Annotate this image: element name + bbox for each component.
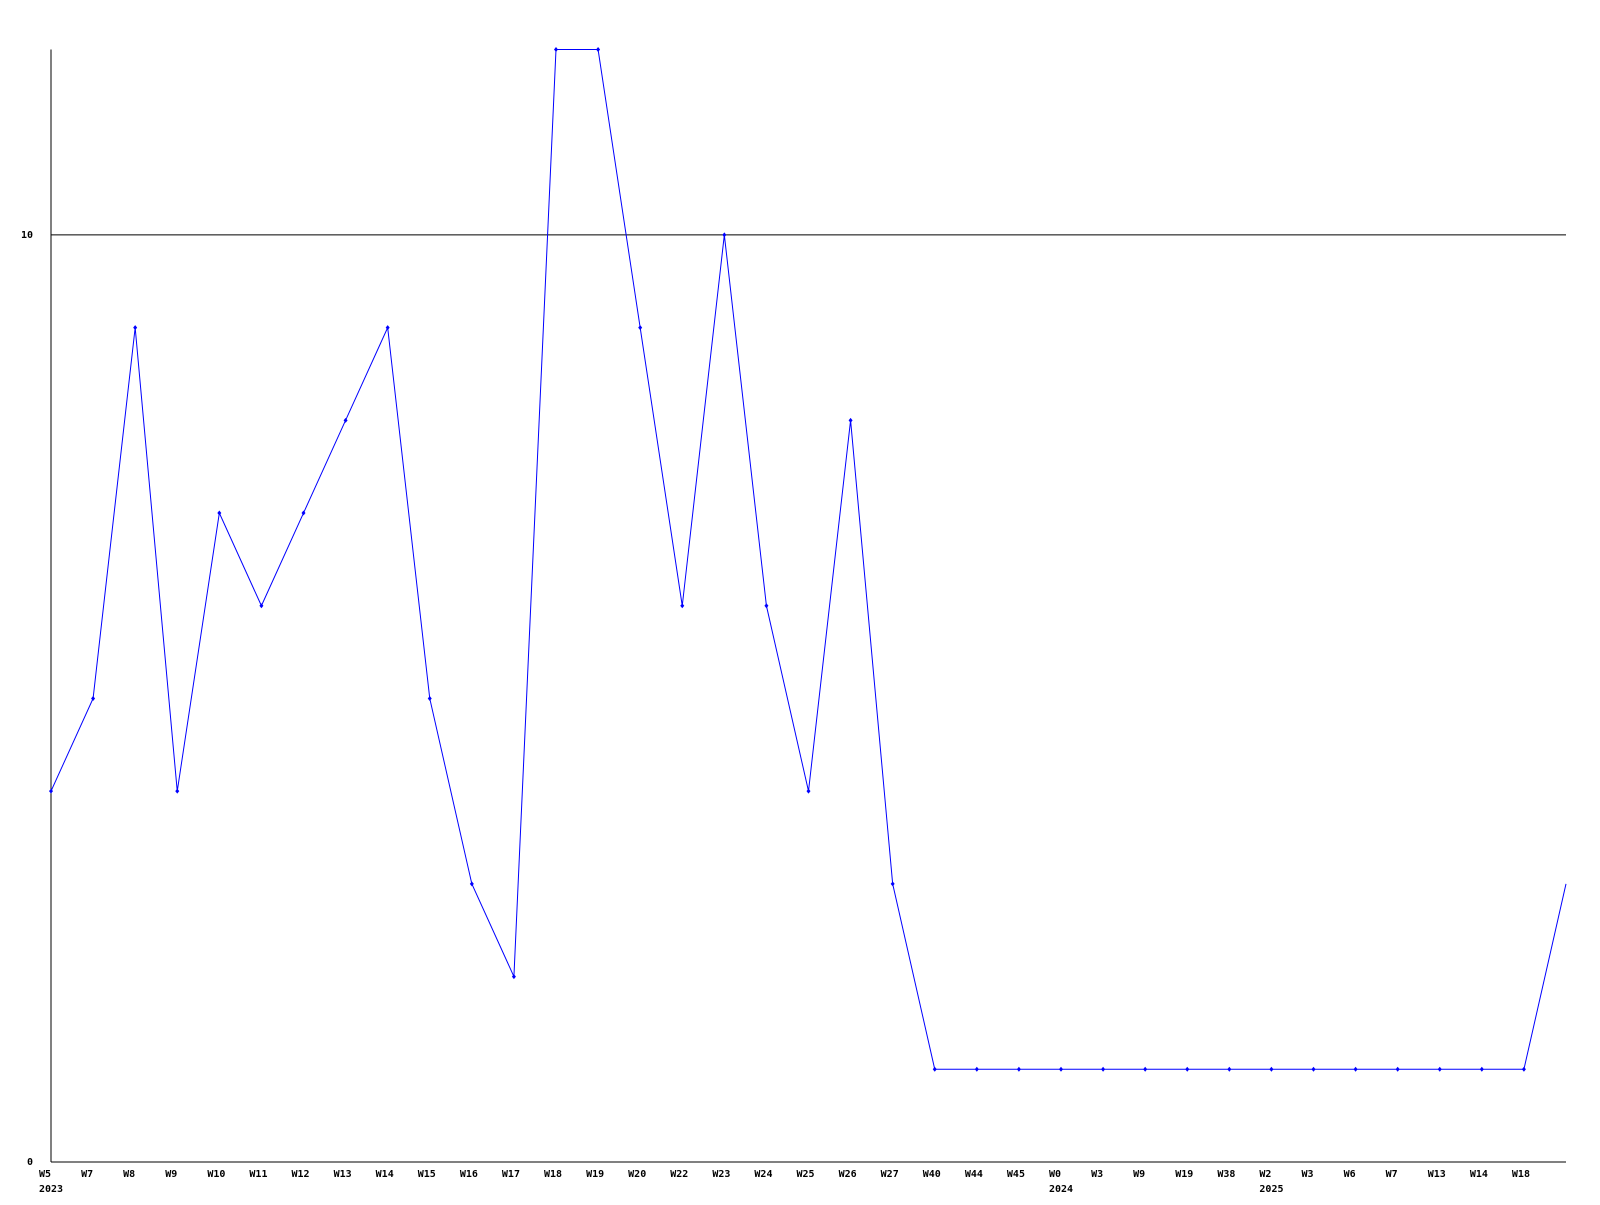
x-tick-label: W23 xyxy=(712,1169,730,1180)
x-tick-label: W0 xyxy=(1049,1169,1061,1180)
data-point xyxy=(343,417,348,423)
data-point xyxy=(806,788,811,794)
x-tick-label: W5 xyxy=(39,1169,51,1180)
x-tick-label: W24 xyxy=(754,1169,772,1180)
series-line xyxy=(50,49,1567,1070)
data-point xyxy=(427,695,432,701)
x-tick-label: W25 xyxy=(797,1169,815,1180)
x-tick-label: W16 xyxy=(460,1169,478,1180)
data-point xyxy=(1185,1066,1190,1072)
data-point xyxy=(848,417,853,423)
data-point xyxy=(1059,1066,1063,1072)
data-point xyxy=(596,47,601,52)
x-tick-label: W13 xyxy=(1428,1169,1446,1180)
x-tick-label: W7 xyxy=(1386,1169,1398,1180)
x-tick-label: W11 xyxy=(249,1169,267,1180)
data-point xyxy=(1479,1066,1484,1072)
x-tick-label: W26 xyxy=(839,1169,857,1180)
x-tick-label: W9 xyxy=(165,1169,177,1180)
data-point xyxy=(1395,1066,1400,1072)
y-tick-label: 0 xyxy=(27,1157,33,1168)
data-point xyxy=(511,974,516,980)
x-tick-label: W12 xyxy=(292,1169,310,1180)
x-tick-label: W17 xyxy=(502,1169,520,1180)
x-tick-label: W19 xyxy=(586,1169,604,1180)
data-point xyxy=(175,788,180,794)
x-tick-label: W15 xyxy=(418,1169,436,1180)
x-tick-label: W18 xyxy=(1512,1169,1530,1180)
data-point xyxy=(1311,1066,1316,1072)
data-point xyxy=(1016,1066,1021,1072)
data-point xyxy=(217,510,222,516)
data-point xyxy=(974,1066,979,1072)
data-point xyxy=(91,695,96,701)
data-point xyxy=(259,603,264,609)
data-point xyxy=(1101,1066,1106,1072)
data-point xyxy=(469,881,474,887)
x-tick-label: W18 xyxy=(544,1169,562,1180)
data-point xyxy=(1269,1066,1274,1072)
x-year-label: 2024 xyxy=(1049,1184,1073,1195)
data-point xyxy=(890,881,895,887)
data-point xyxy=(385,325,390,331)
x-tick-label: W19 xyxy=(1175,1169,1193,1180)
x-tick-label: W22 xyxy=(670,1169,688,1180)
x-year-label: 2023 xyxy=(39,1184,63,1195)
x-tick-label: W7 xyxy=(81,1169,93,1180)
x-tick-label: W45 xyxy=(1007,1169,1025,1180)
data-point xyxy=(1437,1066,1442,1072)
x-year-label: 2025 xyxy=(1259,1184,1283,1195)
data-point xyxy=(301,510,306,516)
data-point xyxy=(932,1066,937,1072)
data-point xyxy=(764,603,769,609)
data-point xyxy=(1353,1066,1358,1072)
x-tick-label: W44 xyxy=(965,1169,983,1180)
x-tick-label: W9 xyxy=(1133,1169,1145,1180)
data-point xyxy=(133,325,138,331)
x-tick-label: W10 xyxy=(207,1169,225,1180)
x-tick-label: W3 xyxy=(1091,1169,1103,1180)
data-point xyxy=(49,788,53,794)
x-tick-label: W2 xyxy=(1259,1169,1271,1180)
x-tick-label: W14 xyxy=(1470,1169,1488,1180)
data-point xyxy=(1521,1066,1526,1072)
x-tick-label: W8 xyxy=(123,1169,135,1180)
x-tick-label: W27 xyxy=(881,1169,899,1180)
data-point xyxy=(1227,1066,1232,1072)
x-tick-label: W40 xyxy=(923,1169,941,1180)
x-tick-label: W14 xyxy=(376,1169,394,1180)
data-point xyxy=(722,232,727,238)
x-tick-label: W13 xyxy=(334,1169,352,1180)
data-point xyxy=(680,603,685,609)
x-tick-label: W6 xyxy=(1344,1169,1356,1180)
data-point xyxy=(1143,1066,1148,1072)
x-tick-label: W3 xyxy=(1302,1169,1314,1180)
data-point xyxy=(638,325,643,331)
x-tick-label: W20 xyxy=(628,1169,646,1180)
x-tick-label: W38 xyxy=(1217,1169,1235,1180)
y-tick-label: 10 xyxy=(21,230,33,241)
data-point xyxy=(554,47,558,52)
